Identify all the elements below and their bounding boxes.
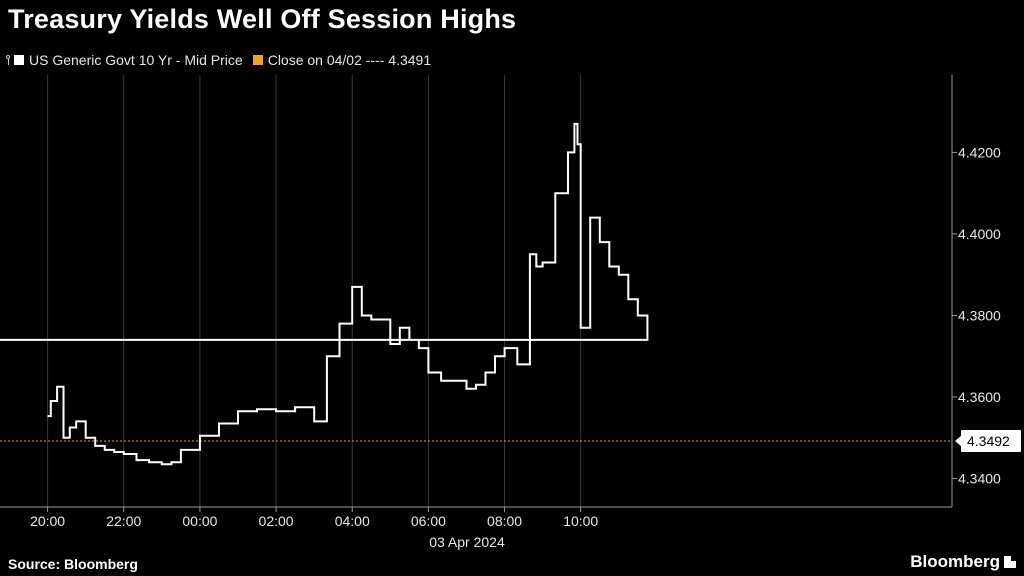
x-tick-label: 04:00 <box>335 513 370 529</box>
y-tick-label: 4.4200 <box>958 144 1001 160</box>
legend-item-series: US Generic Govt 10 Yr - Mid Price <box>6 52 243 68</box>
x-tick-label: 08:00 <box>487 513 522 529</box>
chart-legend: US Generic Govt 10 Yr - Mid Price Close … <box>6 50 441 70</box>
source-note: Source: Bloomberg <box>8 556 138 572</box>
x-tick-label: 20:00 <box>30 513 65 529</box>
x-tick-label: 10:00 <box>563 513 598 529</box>
x-date-label: 03 Apr 2024 <box>429 534 505 550</box>
value-label-box <box>961 429 1021 452</box>
chart-title: Treasury Yields Well Off Session Highs <box>8 4 517 34</box>
value-label-pointer <box>955 434 962 447</box>
value-label-text: 4.3492 <box>967 433 1010 449</box>
legend-label-series: US Generic Govt 10 Yr - Mid Price <box>29 52 243 68</box>
x-tick-label: 02:00 <box>259 513 294 529</box>
x-tick-label: 06:00 <box>411 513 446 529</box>
x-tick-label: 00:00 <box>182 513 217 529</box>
legend-swatch-close <box>252 55 263 65</box>
legend-item-close: Close on 04/02 ---- 4.3491 <box>252 52 432 68</box>
series-line <box>0 122 649 466</box>
brand-text: Bloomberg <box>910 552 1000 571</box>
legend-swatch-series <box>14 55 24 65</box>
brand-mark-icon <box>1004 556 1016 568</box>
y-tick-label: 4.4000 <box>958 226 1001 242</box>
pin-icon <box>6 54 11 66</box>
x-tick-label: 22:00 <box>106 513 141 529</box>
y-tick-label: 4.3600 <box>958 389 1001 405</box>
y-tick-label: 4.3400 <box>958 470 1001 486</box>
bloomberg-logo: Bloomberg <box>910 552 1016 572</box>
y-tick-label: 4.3800 <box>958 307 1001 323</box>
legend-label-close: Close on 04/02 ---- 4.3491 <box>267 52 432 68</box>
